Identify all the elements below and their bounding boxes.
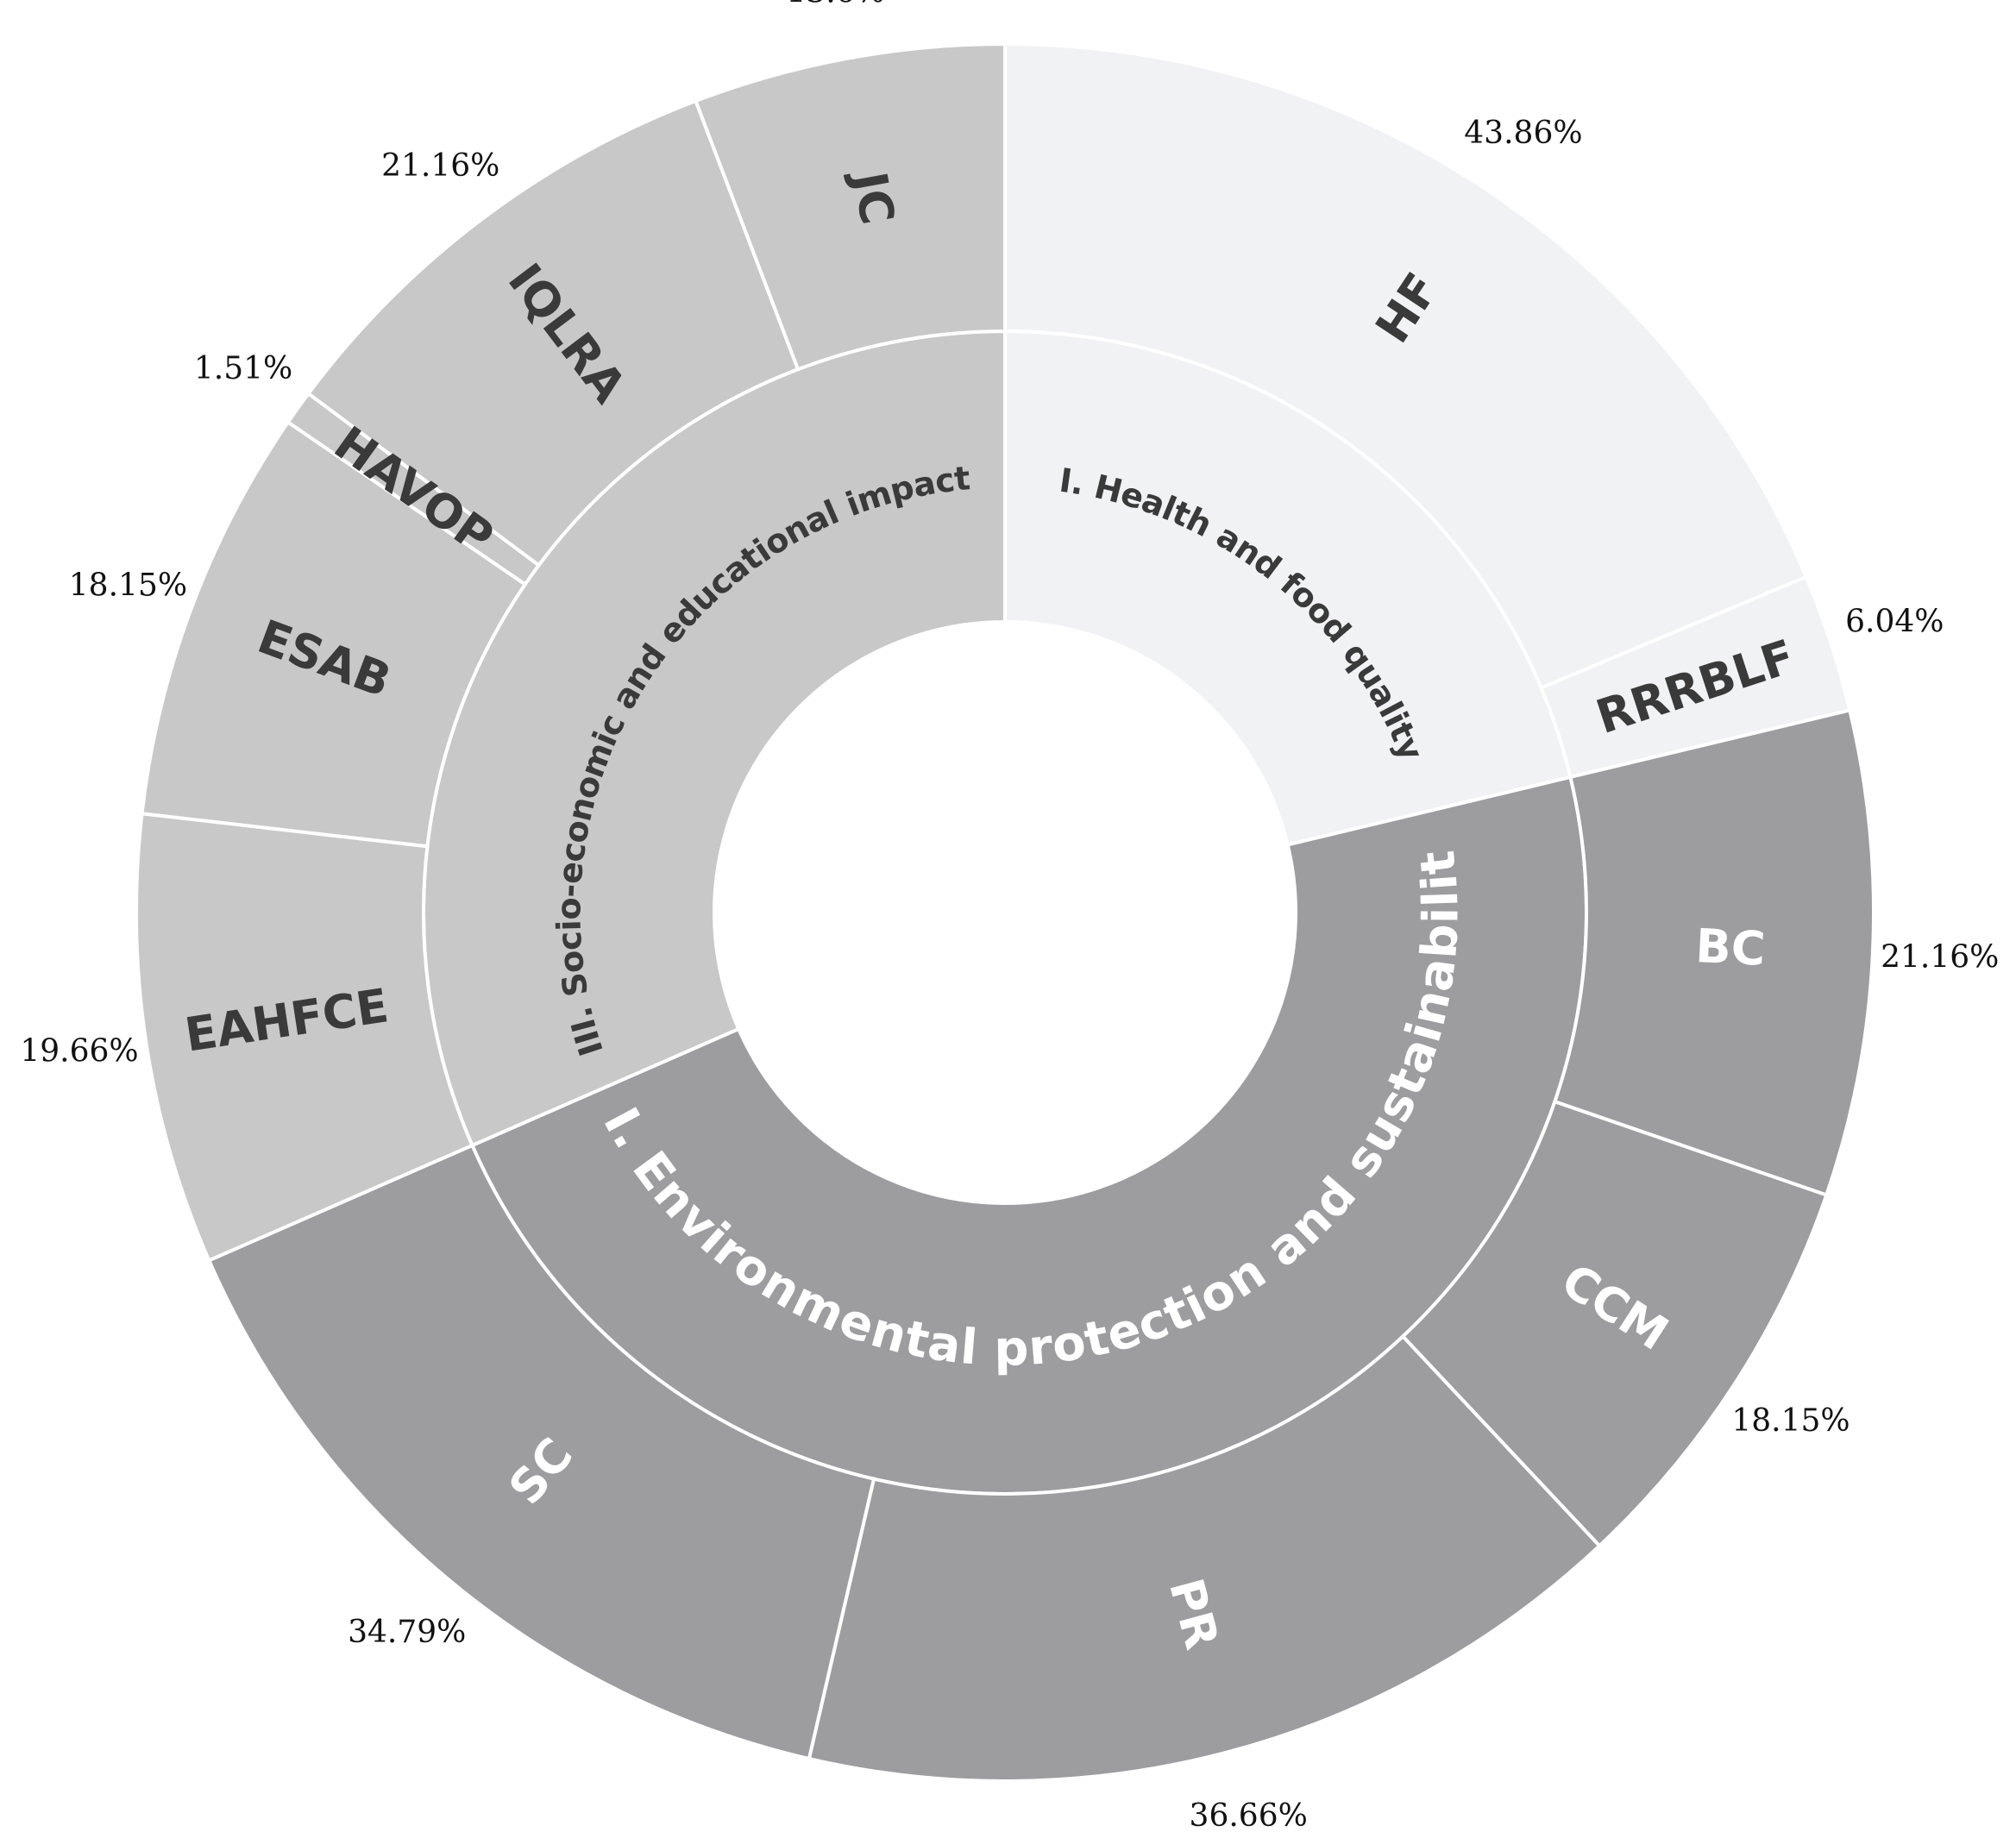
percent-label-ccm: 18.15% <box>1731 1403 1850 1439</box>
percent-label-bc: 21.16% <box>1881 940 1999 976</box>
outer-segment-hf <box>1003 41 1809 691</box>
percent-label-pr: 36.66% <box>1190 1798 1308 1832</box>
outer-segment-pr <box>807 1333 1602 1783</box>
outer-segment-jc <box>693 41 1007 372</box>
percent-label-sc: 34.79% <box>348 1615 466 1650</box>
segment-label-bc: BC <box>1694 919 1767 976</box>
percent-label-hf: 43.86% <box>1464 116 1582 151</box>
percent-label-esab: 18.15% <box>69 568 187 603</box>
percent-label-havop: 1.51% <box>194 351 292 386</box>
percent-label-eahfce: 19.66% <box>20 1034 138 1070</box>
percent-label-rrrblf: 6.04% <box>1845 604 1944 639</box>
segment-label-jc: JC <box>841 165 904 229</box>
outer-segment-sc <box>206 1143 876 1761</box>
percent-label-jc: 13.6% <box>786 0 884 9</box>
percent-label-iqlra: 21.16% <box>381 148 499 184</box>
